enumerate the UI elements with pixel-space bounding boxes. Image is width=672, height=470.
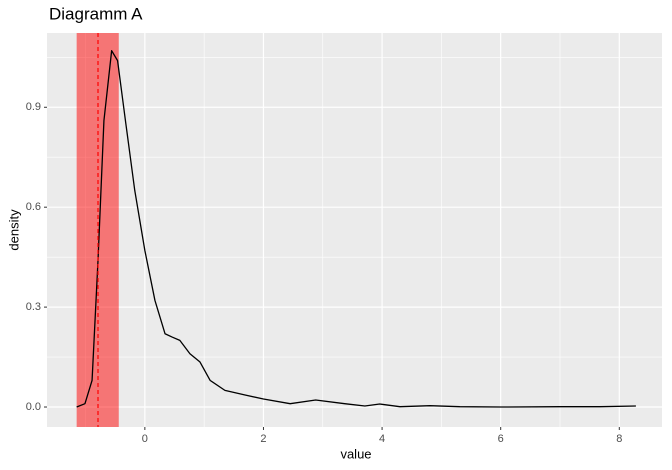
y-axis-label: density — [6, 209, 21, 251]
x-tick-label: 8 — [616, 433, 622, 445]
y-tick-label: 0.9 — [26, 101, 41, 113]
x-tick-label: 0 — [142, 433, 148, 445]
density-line — [76, 50, 636, 408]
x-tick-label: 2 — [260, 433, 266, 445]
y-tick-label: 0.3 — [26, 301, 41, 313]
x-tick-label: 4 — [379, 433, 385, 445]
chart-title: Diagramm A — [49, 4, 143, 23]
panel — [47, 33, 662, 427]
x-tick-label: 6 — [498, 433, 504, 445]
x-axis-label: value — [340, 446, 371, 461]
y-tick-label: 0.0 — [26, 401, 41, 413]
y-tick-label: 0.6 — [26, 201, 41, 213]
